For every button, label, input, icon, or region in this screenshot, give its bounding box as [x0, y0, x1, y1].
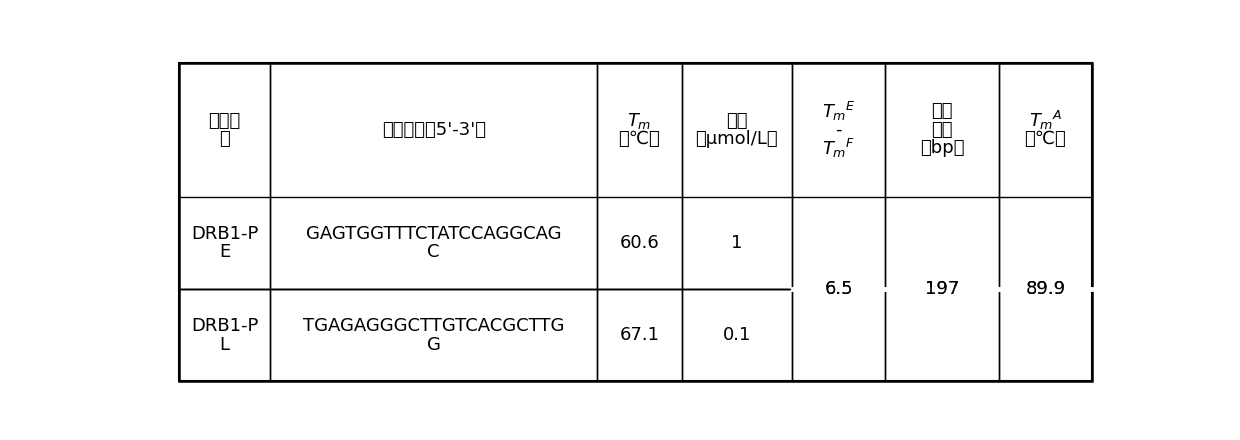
Text: （μmol/L）: （μmol/L）	[696, 130, 779, 148]
Text: $\mathit{T_m}^{\mathit{A}}$: $\mathit{T_m}^{\mathit{A}}$	[1028, 109, 1063, 132]
Text: $\mathit{T_m}^{\mathit{E}}$: $\mathit{T_m}^{\mathit{E}}$	[822, 99, 856, 123]
Text: 89.9: 89.9	[1025, 280, 1065, 298]
Text: E: E	[219, 243, 231, 261]
Text: $\mathit{T_m}^{\mathit{F}}$: $\mathit{T_m}^{\mathit{F}}$	[822, 137, 856, 160]
Text: 0.1: 0.1	[723, 326, 751, 344]
Text: 197: 197	[925, 280, 960, 298]
Text: （bp）: （bp）	[920, 139, 965, 158]
Text: 长度: 长度	[931, 121, 952, 139]
Text: DRB1-P: DRB1-P	[191, 224, 258, 242]
Text: 引物序列（5'-3'）: 引物序列（5'-3'）	[382, 121, 486, 139]
Text: C: C	[428, 243, 440, 261]
Text: -: -	[836, 121, 842, 139]
Text: （℃）: （℃）	[619, 130, 660, 148]
Text: 6.5: 6.5	[825, 280, 853, 298]
Text: DRB1-P: DRB1-P	[191, 317, 258, 335]
Text: 引物名: 引物名	[208, 111, 241, 129]
Text: G: G	[427, 336, 440, 354]
Text: GAGTGGTTTCTATCCAGGCAG: GAGTGGTTTCTATCCAGGCAG	[306, 224, 562, 242]
Text: （℃）: （℃）	[1024, 130, 1066, 148]
Text: TGAGAGGGCTTGTCACGCTTG: TGAGAGGGCTTGTCACGCTTG	[303, 317, 564, 335]
Text: 6.5: 6.5	[825, 280, 853, 298]
Text: 1: 1	[732, 234, 743, 252]
Text: $\mathit{T_m}$: $\mathit{T_m}$	[627, 110, 651, 131]
Text: 67.1: 67.1	[619, 326, 660, 344]
Text: 称: 称	[219, 130, 231, 148]
Text: 产物: 产物	[931, 102, 952, 120]
Text: 89.9: 89.9	[1025, 280, 1065, 298]
Text: 60.6: 60.6	[620, 234, 660, 252]
Text: L: L	[219, 336, 229, 354]
Text: 197: 197	[925, 280, 960, 298]
Text: 浓度: 浓度	[727, 111, 748, 129]
